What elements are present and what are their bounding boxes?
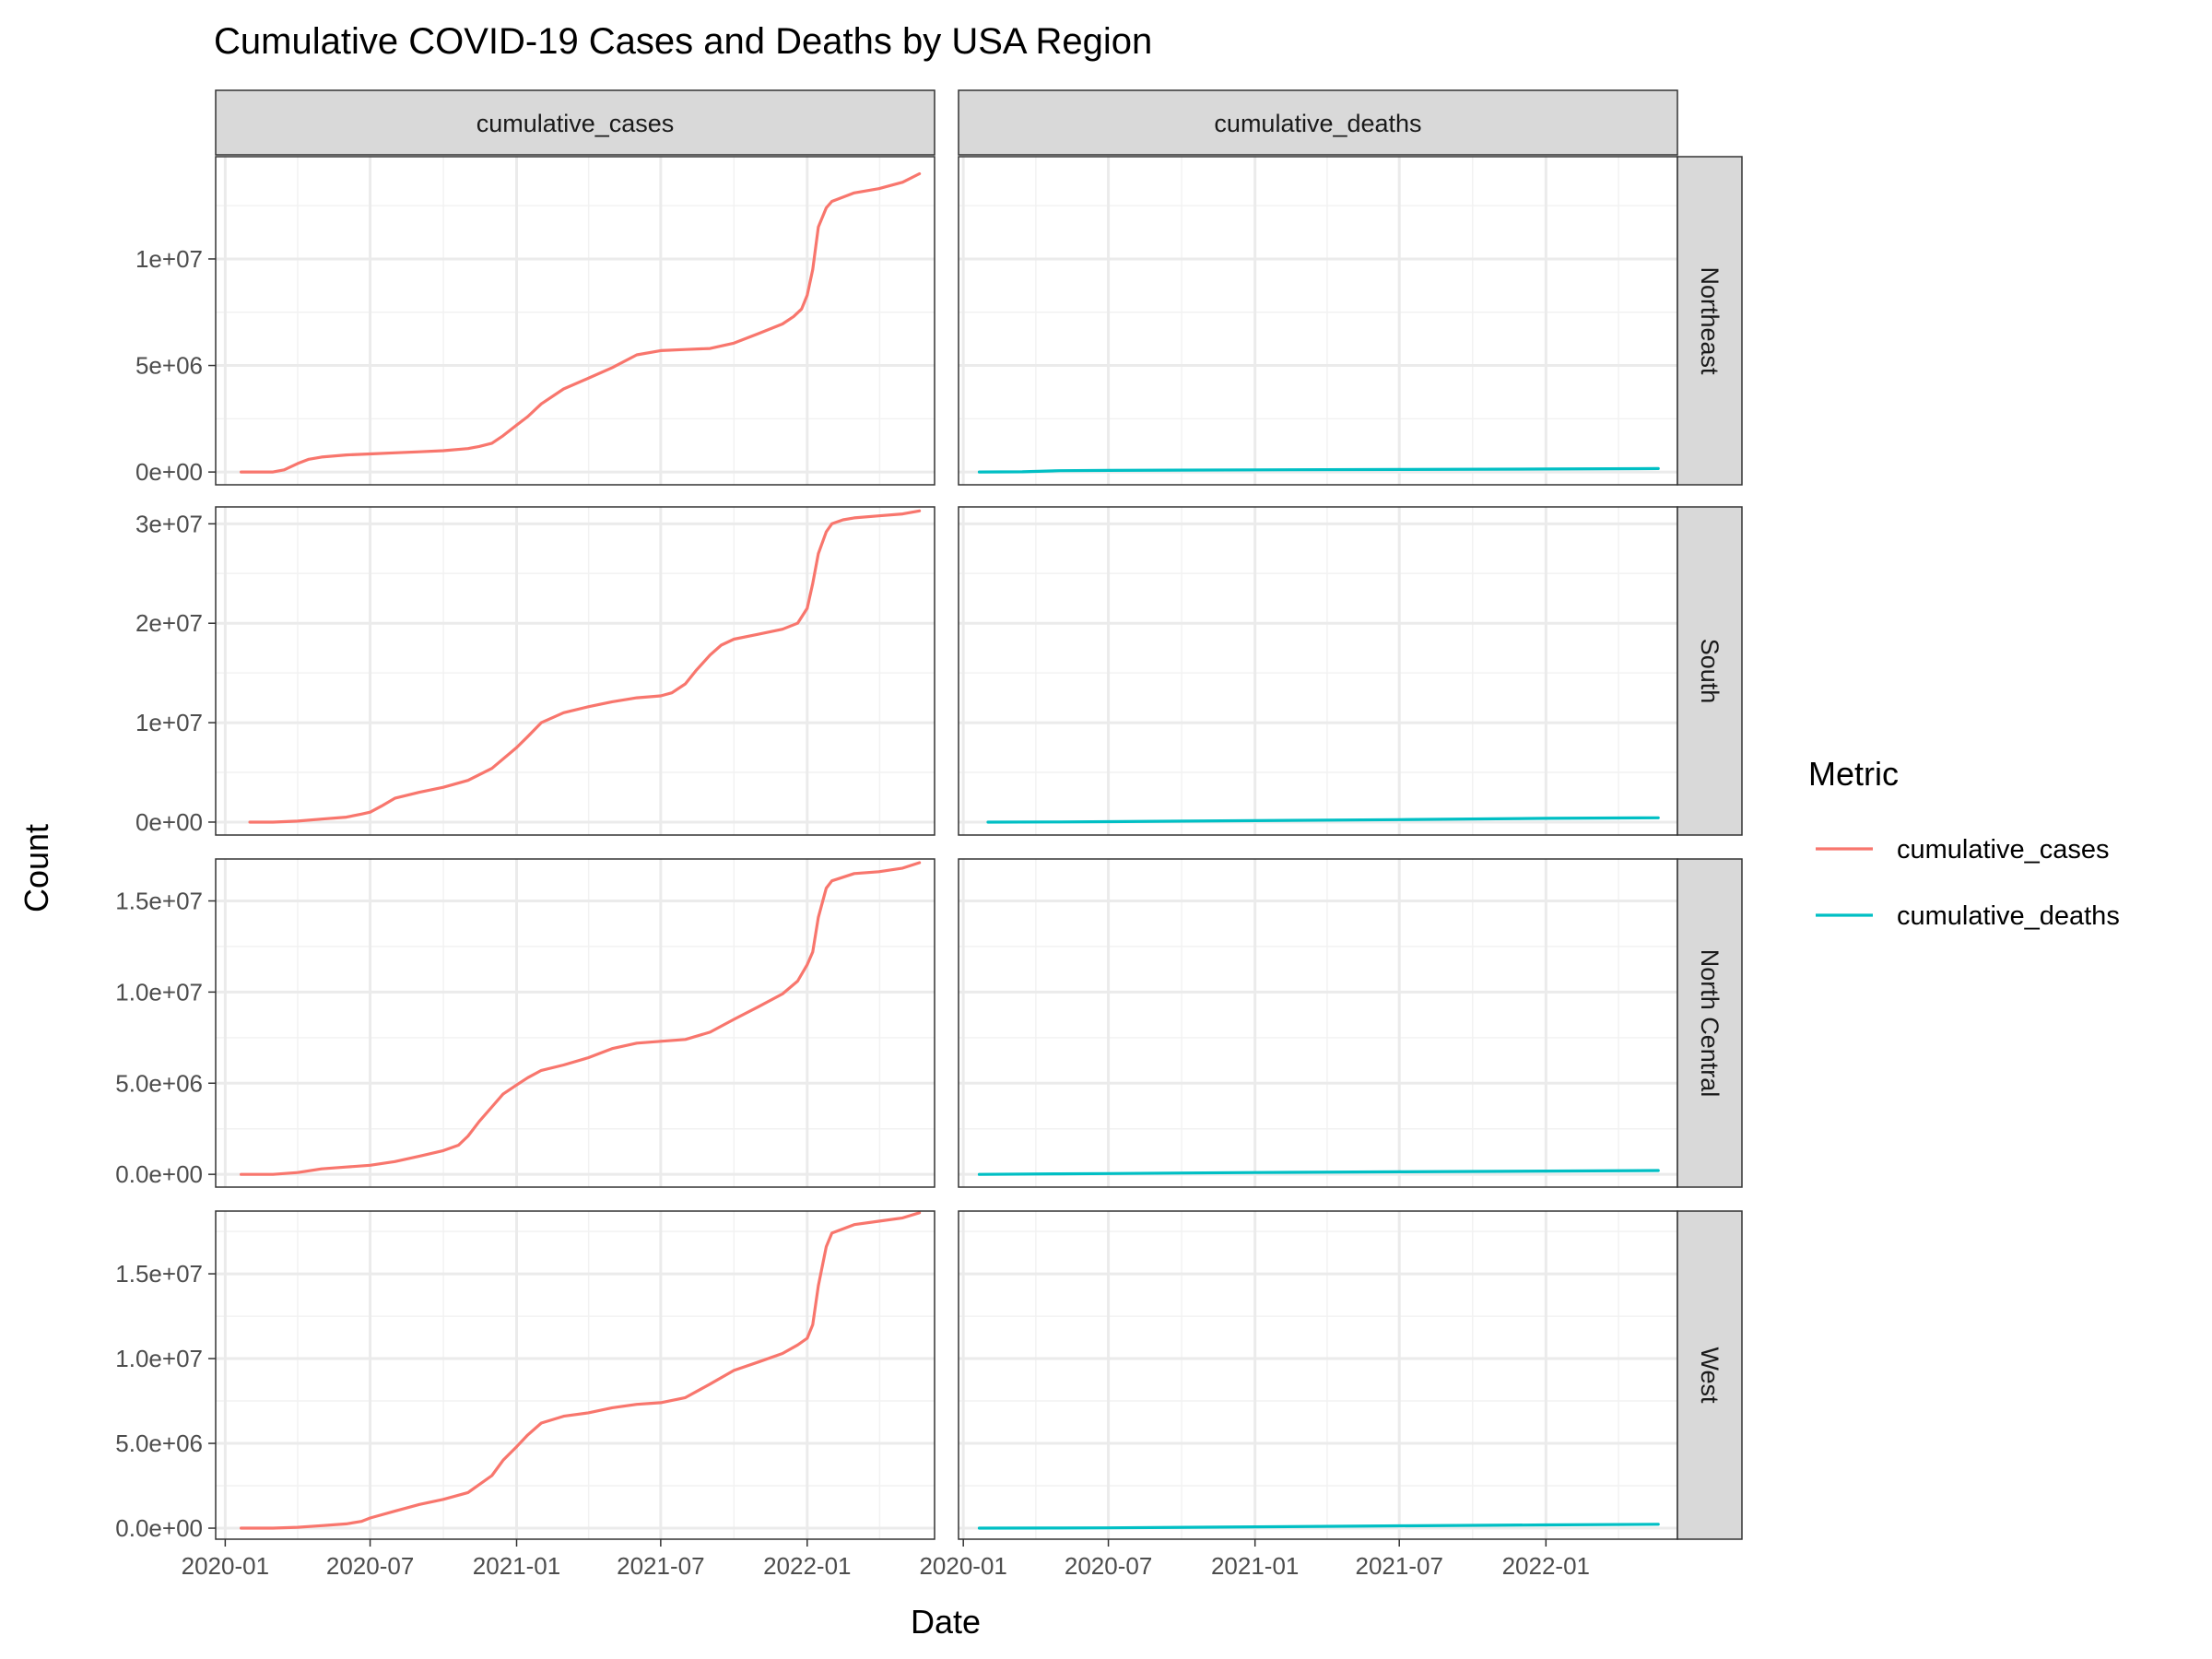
y-tick-label: 0.0e+00 (115, 1160, 203, 1188)
row-strip-label: West (1696, 1347, 1724, 1404)
panel-north-central-cumulative_cases: 0.0e+00 5.0e+06 1.0e+07 1.5e+07 (115, 858, 935, 1188)
x-tick-label: 2022-01 (763, 1552, 851, 1580)
y-tick-label: 1.5e+07 (115, 1260, 203, 1288)
panels: cumulative_cases cumulative_deaths 0e+00 5e… (115, 89, 1743, 1580)
series-line-cumulative_cases (240, 1211, 922, 1530)
column-strip-cumulative_deaths (958, 89, 1678, 156)
series-line-cumulative_cases (248, 509, 922, 824)
legend-label-cumulative_cases: cumulative_cases (1897, 835, 2110, 865)
x-tick-label: 2020-01 (182, 1552, 269, 1580)
legend-label-cumulative_deaths: cumulative_deaths (1897, 901, 2120, 931)
x-tick-label: 2021-01 (1211, 1552, 1299, 1580)
row-strip-south (1677, 506, 1743, 836)
row-strip-label: North Central (1696, 949, 1724, 1098)
row-strip-north-central (1677, 858, 1743, 1188)
panel-northeast-cumulative_deaths (958, 156, 1678, 486)
panel-background (216, 859, 935, 1187)
panel-border (215, 506, 935, 836)
y-tick-label: 0e+00 (135, 808, 203, 836)
panel-south-cumulative_deaths (958, 506, 1678, 836)
row-strip-northeast (1677, 156, 1743, 486)
y-tick-label: 1.0e+07 (115, 1345, 203, 1372)
x-tick-label: 2020-01 (919, 1552, 1006, 1580)
x-tick-label: 2021-07 (1355, 1552, 1442, 1580)
panel-background (959, 507, 1677, 835)
series-line-cumulative_deaths (986, 816, 1660, 824)
column-strip-cumulative_cases (215, 89, 935, 156)
y-tick-label: 1e+07 (135, 709, 203, 736)
y-tick-label: 2e+07 (135, 609, 203, 637)
legend: Metric cumulative_cases cumulative_deaths (1808, 755, 2120, 931)
x-tick-label: 2022-01 (1502, 1552, 1590, 1580)
panel-west-cumulative_cases: 0.0e+00 5.0e+06 1.0e+07 1.5e+07 2020-01 2020-… (115, 1210, 935, 1580)
x-tick-label: 2020-07 (326, 1552, 414, 1580)
y-tick-label: 0e+00 (135, 458, 203, 486)
x-tick-label: 2021-01 (473, 1552, 560, 1580)
panel-background (216, 507, 935, 835)
column-strip-label: cumulative_deaths (1214, 110, 1421, 137)
panel-background (216, 157, 935, 485)
panel-background (959, 1211, 1677, 1539)
panel-border (215, 1210, 935, 1540)
panel-background (216, 1211, 935, 1539)
panel-northeast-cumulative_cases: 0e+00 5e+06 1e+07 (135, 156, 935, 486)
y-axis-title: Count (18, 824, 55, 912)
series-line-cumulative_deaths (977, 466, 1660, 474)
panel-north-central-cumulative_deaths (958, 858, 1678, 1188)
y-tick-label: 5.0e+06 (115, 1069, 203, 1097)
row-strip-west (1677, 1210, 1743, 1540)
y-tick-label: 1.0e+07 (115, 978, 203, 1006)
panel-border (215, 858, 935, 1188)
column-strip-label: cumulative_cases (477, 110, 675, 137)
y-tick-label: 0.0e+00 (115, 1514, 203, 1542)
panel-west-cumulative_deaths: 2020-01 2020-07 2021-01 2021-07 2022-01 (919, 1210, 1678, 1580)
y-tick-label: 3e+07 (135, 510, 203, 537)
legend-title: Metric (1808, 755, 1899, 793)
row-strip-label: South (1696, 639, 1724, 704)
y-tick-label: 1.5e+07 (115, 887, 203, 914)
series-line-cumulative_deaths (977, 1169, 1660, 1176)
y-tick-label: 5.0e+06 (115, 1430, 203, 1457)
chart-title: Cumulative COVID-19 Cases and Deaths by … (214, 21, 1152, 62)
y-tick-label: 5e+06 (135, 352, 203, 380)
y-tick-label: 1e+07 (135, 245, 203, 273)
panel-background (959, 157, 1677, 485)
x-axis-title: Date (911, 1603, 981, 1641)
series-line-cumulative_deaths (977, 1523, 1660, 1530)
panel-south-cumulative_cases: 0e+00 1e+07 2e+07 3e+07 (135, 506, 935, 836)
x-tick-label: 2021-07 (617, 1552, 704, 1580)
panel-background (959, 859, 1677, 1187)
panel-border (215, 156, 935, 486)
series-line-cumulative_cases (240, 171, 922, 474)
row-strip-label: Northeast (1696, 266, 1724, 375)
series-line-cumulative_cases (240, 861, 922, 1176)
x-tick-label: 2020-07 (1065, 1552, 1152, 1580)
